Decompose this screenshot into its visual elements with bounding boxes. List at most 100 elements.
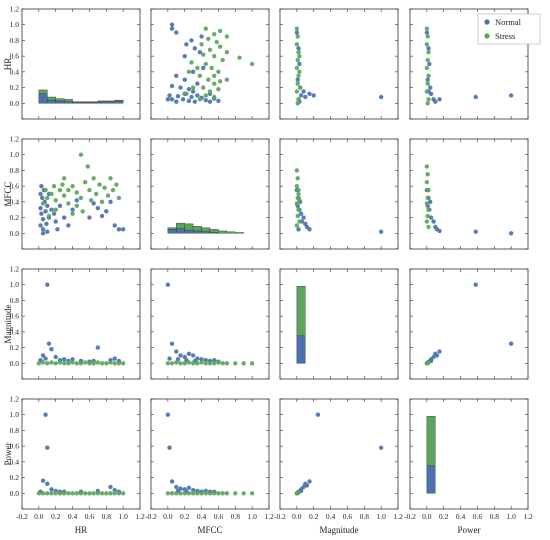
scatter-point-stress	[45, 491, 50, 496]
x-tick-label: 1.0	[118, 512, 128, 521]
scatter-point-stress	[174, 491, 179, 496]
scatter-point-stress	[195, 65, 200, 71]
scatter-point-normal	[199, 34, 204, 39]
panel-frame	[21, 398, 141, 510]
scatter-point-stress	[424, 26, 430, 31]
scatter-point-normal	[428, 85, 433, 90]
scatter-point-normal	[307, 91, 312, 97]
scatter-point-normal	[116, 227, 122, 232]
scatter-point-normal	[195, 81, 200, 86]
scatter-point-stress	[165, 491, 171, 496]
scatter-point-stress	[425, 195, 430, 201]
scatter-point-stress	[199, 360, 204, 365]
x-tick-label: 0.4	[197, 512, 207, 521]
scatter-point-stress	[294, 168, 300, 173]
scatter-point-stress	[224, 77, 230, 82]
scatter-point-normal	[174, 349, 179, 354]
x-tick-label: -0.2	[16, 512, 28, 521]
scatter-point-stress	[295, 176, 300, 181]
panel-magnitude-vs-mfcc	[150, 268, 270, 380]
scatter-point-normal	[174, 30, 179, 35]
scatter-point-normal	[104, 209, 109, 214]
scatter-point-stress	[43, 187, 48, 193]
scatter-point-stress	[296, 191, 301, 197]
scatter-point-stress	[216, 360, 221, 365]
scatter-point-stress	[206, 36, 211, 42]
x-tick-label: 1.2	[523, 512, 533, 521]
scatter-point-stress	[190, 85, 196, 90]
x-tick-label: 0.0	[422, 512, 432, 521]
scatter-point-normal	[190, 353, 196, 358]
scatter-point-stress	[104, 491, 109, 496]
scatter-point-normal	[212, 357, 217, 363]
scatter-point-stress	[241, 491, 246, 496]
scatter-point-stress	[203, 61, 208, 67]
scatter-point-stress	[169, 361, 175, 366]
scatter-point-normal	[186, 485, 192, 490]
scatter-point-stress	[233, 361, 238, 366]
scatter-point-stress	[87, 187, 92, 193]
scatter-point-stress	[426, 207, 431, 212]
scatter-point-normal	[70, 207, 75, 212]
scatter-point-normal	[112, 487, 117, 493]
scatter-point-normal	[66, 223, 71, 228]
scatter-point-normal	[186, 351, 192, 357]
scatter-point-normal	[169, 341, 175, 346]
y-tick-label: 0.8	[10, 166, 20, 175]
hist-bar-normal	[38, 93, 48, 104]
scatter-point-normal	[53, 219, 58, 224]
scatter-point-stress	[40, 201, 46, 206]
scatter-point-normal	[433, 99, 438, 104]
hist-bar-stress	[55, 98, 65, 102]
scatter-point-normal	[203, 97, 208, 103]
x-tick-label: 0.0	[163, 512, 173, 521]
hist-bar-stress	[38, 89, 48, 95]
y-tick-label: 1.0	[10, 150, 20, 159]
scatter-point-stress	[83, 180, 88, 185]
hist-bar-normal	[97, 101, 107, 104]
y-tick-label: 1.0	[10, 410, 20, 419]
hist-bar-stress	[201, 227, 211, 232]
hist-bar-stress	[47, 96, 56, 101]
scatter-point-stress	[120, 491, 126, 496]
x-axis-label-mfcc: MFCC	[197, 525, 222, 535]
scatter-point-normal	[46, 341, 52, 346]
scatter-point-normal	[301, 215, 306, 220]
scatter-point-normal	[311, 93, 316, 98]
scatter-point-stress	[99, 491, 105, 496]
scatter-point-stress	[186, 491, 192, 496]
scatter-point-stress	[57, 187, 63, 193]
scatter-point-normal	[473, 282, 478, 287]
y-tick-label: 0.8	[10, 426, 20, 435]
panel-frame	[409, 138, 529, 250]
scatter-point-stress	[110, 187, 116, 193]
scatter-point-normal	[431, 219, 436, 224]
scatter-point-stress	[424, 180, 430, 185]
scatter-point-stress	[294, 26, 300, 31]
scatter-point-normal	[473, 94, 478, 100]
scatter-point-stress	[297, 198, 302, 203]
hist-bar-stress	[80, 101, 90, 103]
scatter-point-stress	[294, 223, 300, 228]
x-tick-label: 0.4	[456, 512, 466, 521]
hist-bar-stress	[184, 223, 194, 231]
scatter-point-normal	[190, 487, 196, 493]
scatter-point-stress	[298, 85, 303, 90]
y-tick-label: 1.2	[10, 5, 20, 14]
x-axis-label-magnitude: Magnitude	[320, 525, 359, 535]
scatter-point-stress	[197, 73, 203, 78]
scatter-point-stress	[425, 81, 430, 86]
panel-frame	[150, 398, 270, 510]
scatter-point-stress	[97, 182, 102, 187]
panel-background	[410, 139, 528, 249]
y-tick-label: 1.2	[10, 395, 20, 404]
scatter-point-normal	[296, 46, 301, 51]
scatter-point-normal	[70, 357, 75, 362]
panel-magnitude-vs-magnitude	[279, 268, 399, 380]
scatter-point-stress	[184, 91, 189, 97]
scatter-point-stress	[108, 491, 113, 496]
scatter-point-normal	[40, 216, 46, 222]
scatter-point-stress	[45, 195, 50, 201]
scatter-point-stress	[424, 65, 430, 71]
x-tick-label: 1.2	[135, 512, 145, 521]
